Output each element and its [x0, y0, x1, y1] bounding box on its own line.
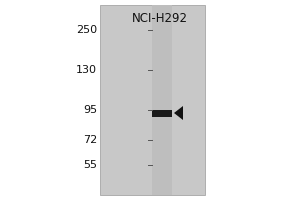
Text: NCI-H292: NCI-H292 [132, 12, 188, 25]
Text: 55: 55 [83, 160, 97, 170]
Bar [152, 5, 172, 195]
Bar [100, 5, 205, 195]
Bar [152, 110, 172, 116]
Text: 72: 72 [83, 135, 97, 145]
Text: 130: 130 [76, 65, 97, 75]
Text: 95: 95 [83, 105, 97, 115]
Polygon shape [174, 106, 183, 120]
Text: 250: 250 [76, 25, 97, 35]
